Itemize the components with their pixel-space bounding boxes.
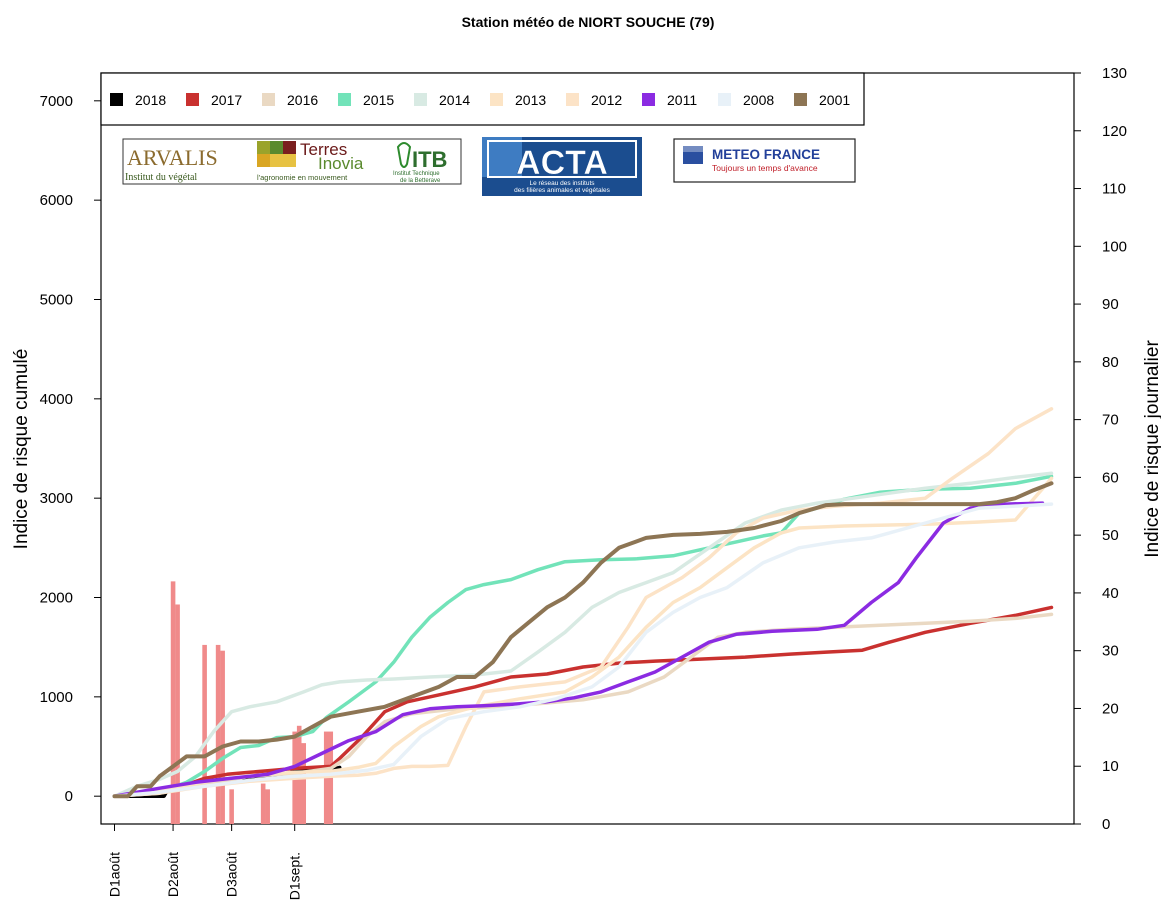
x-tick-label-1: D2août [165,852,181,897]
legend-label-2017: 2017 [211,92,242,108]
itb-tagline-1: Institut Technique [393,171,440,177]
y-tick-label-6000: 6000 [40,192,73,209]
terres-tagline: l'agronomie en mouvement [257,173,348,182]
y2-tick-label-130: 130 [1102,65,1127,82]
daily-risk-bar-4 [220,650,225,824]
y2-tick-label-40: 40 [1102,585,1119,602]
terres-logo-word1: Terres [300,140,347,159]
x-tick-label-0: D1août [107,852,123,897]
x-tick-label-3: D1sept. [287,852,303,900]
daily-risk-bar-2 [202,644,207,824]
meteo-square-icon [683,146,703,164]
legend-label-2012: 2012 [591,92,622,108]
y2-axis-title: Indice de risque journalier [1142,340,1161,558]
terres-inovia-mark-3 [283,141,296,154]
legend-items: 2018 2017 2016 2015 2014 2013 2012 2011 2008 2001 [110,92,850,108]
series-line-2017 [112,605,1054,798]
daily-risk-bar-1 [175,604,180,824]
meteo-tagline: Toujours un temps d'avance [712,163,818,173]
legend: 2018 2017 2016 2015 2014 2013 2012 2011 2008 2001 [100,72,865,126]
series-line-2013 [112,476,1054,798]
y2-tick-label-80: 80 [1102,354,1119,371]
terres-inovia-mark-2 [270,141,283,154]
terres-inovia-mark-5 [270,154,296,167]
y-axis-right: 0 10 20 30 40 50 60 70 80 90 100 110 120 130 [1074,65,1127,833]
legend-swatch-2011 [642,93,655,106]
series-line-2011 [112,501,1045,798]
legend-label-2011: 2011 [667,92,697,108]
itb-logo: ITB [412,147,447,172]
itb-beet-icon [396,142,412,168]
y2-tick-label-10: 10 [1102,758,1119,775]
acta-tagline-2: des filières animales et végétales [514,187,610,194]
legend-swatch-2013 [490,93,503,106]
daily-risk-bar-0 [170,581,176,824]
series-line-2001 [112,481,1054,799]
arvalis-tagline: Institut du végétal [125,172,197,183]
y-tick-label-2000: 2000 [40,590,73,607]
y2-tick-label-0: 0 [1102,816,1110,833]
x-axis: D1août D2août D3août D1sept. [107,824,303,900]
acta-tagline-1: Le réseau des instituts [529,180,595,187]
y2-tick-label-50: 50 [1102,527,1119,544]
legend-swatch-2017 [186,93,199,106]
meteo-logo: METEO FRANCE [712,147,820,162]
legend-swatch-2018 [110,93,123,106]
y2-tick-label-30: 30 [1102,643,1119,660]
legend-label-2018: 2018 [135,92,166,108]
arvalis-logo: ARVALIS [127,145,218,170]
series-lines [112,407,1054,799]
legend-label-2001: 2001 [819,92,850,108]
y2-tick-label-100: 100 [1102,238,1127,255]
legend-swatch-2016 [262,93,275,106]
acta-frame [487,140,637,178]
daily-risk-bar-10 [301,743,307,824]
legend-label-2014: 2014 [439,92,470,108]
logo-meteo-france: METEO FRANCE Toujours un temps d'avance [673,138,856,183]
legend-label-2016: 2016 [287,92,318,108]
meteo-square-highlight [683,146,703,152]
logo-arvalis-group: ARVALIS Institut du végétal Terres Inovi… [122,138,462,185]
legend-label-2013: 2013 [515,92,546,108]
y2-tick-label-110: 110 [1102,181,1126,198]
daily-risk-bar-6 [260,783,266,824]
y2-tick-label-90: 90 [1102,296,1119,313]
terres-inovia-mark [257,141,270,154]
legend-label-2008: 2008 [743,92,774,108]
y-tick-label-1000: 1000 [40,689,73,706]
y-tick-label-5000: 5000 [40,291,73,308]
y2-tick-label-60: 60 [1102,469,1119,486]
y-tick-label-3000: 3000 [40,490,73,507]
y-tick-label-4000: 4000 [40,391,73,408]
y-axis-title: Indice de risque cumulé [11,349,32,550]
daily-risk-bar-7 [265,789,270,824]
y2-tick-label-120: 120 [1102,123,1127,140]
logo-acta: ACTA Le réseau des instituts des filière… [482,137,642,196]
acta-logo: ACTA [516,144,608,182]
legend-swatch-2015 [338,93,351,106]
y-tick-label-7000: 7000 [40,93,73,110]
daily-risk-bar-3 [215,644,221,824]
terres-inovia-mark-4 [257,154,270,167]
chart-title: Station météo de NIORT SOUCHE (79) [462,14,715,30]
daily-risk-bar-5 [229,789,234,824]
legend-box [100,72,865,126]
y2-tick-label-70: 70 [1102,412,1119,429]
terres-logo-word2: Inovia [318,154,364,173]
y2-tick-label-20: 20 [1102,700,1119,717]
series-line-2014 [112,471,1054,798]
meteo-frame [673,138,856,183]
series-line-2008 [112,502,1054,798]
itb-tagline-2: de la Betterave [400,178,441,184]
y-tick-label-0: 0 [65,788,73,805]
legend-label-2015: 2015 [363,92,394,108]
y-axis-left: 0 1000 2000 3000 4000 5000 6000 7000 [40,93,101,805]
legend-swatch-2012 [566,93,579,106]
legend-swatch-2014 [414,93,427,106]
x-tick-label-2: D3août [224,852,240,897]
legend-swatch-2008 [718,93,731,106]
legend-swatch-2001 [794,93,807,106]
